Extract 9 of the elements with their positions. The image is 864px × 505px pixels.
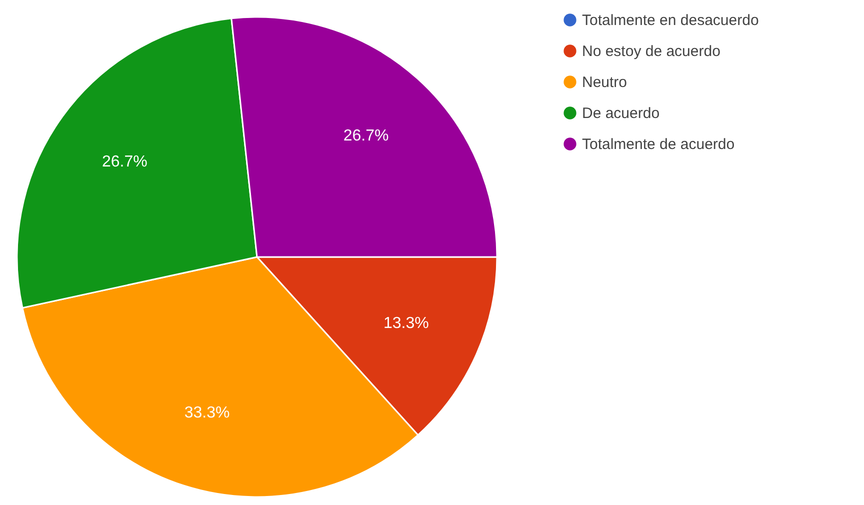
data-label: 13.3% (383, 315, 429, 332)
legend-label: No estoy de acuerdo (582, 43, 720, 60)
legend-label: Totalmente de acuerdo (582, 136, 735, 153)
data-label: 33.3% (184, 404, 230, 422)
legend-label: De acuerdo (582, 105, 660, 122)
legend-label: Neutro (582, 74, 628, 91)
data-label: 26.7% (102, 153, 148, 170)
data-label: 26.7% (343, 128, 389, 145)
legend-label: Totalmente en desacuerdo (582, 12, 759, 29)
